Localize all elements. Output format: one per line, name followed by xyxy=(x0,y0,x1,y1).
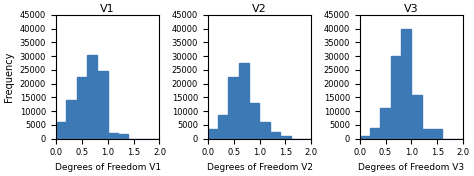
X-axis label: Degrees of Freedom V2: Degrees of Freedom V2 xyxy=(207,163,312,172)
Bar xyxy=(370,128,380,139)
Bar xyxy=(228,77,239,139)
Bar xyxy=(280,136,291,139)
Bar xyxy=(360,136,370,139)
Y-axis label: Frequency: Frequency xyxy=(4,52,14,102)
Bar xyxy=(108,133,118,139)
Bar xyxy=(432,129,443,139)
Bar xyxy=(260,122,270,139)
Bar xyxy=(77,77,87,139)
Title: V1: V1 xyxy=(100,4,115,14)
X-axis label: Degrees of Freedom V3: Degrees of Freedom V3 xyxy=(358,163,465,172)
Bar xyxy=(249,103,259,139)
Bar xyxy=(411,95,422,139)
Bar xyxy=(401,29,411,139)
Bar xyxy=(66,100,76,139)
X-axis label: Degrees of Freedom V1: Degrees of Freedom V1 xyxy=(55,163,161,172)
Bar xyxy=(118,134,128,139)
Title: V3: V3 xyxy=(404,4,419,14)
Bar xyxy=(239,63,249,139)
Bar xyxy=(218,115,228,139)
Bar xyxy=(270,132,280,139)
Bar xyxy=(97,71,108,139)
Title: V2: V2 xyxy=(252,4,267,14)
Bar xyxy=(422,129,432,139)
Bar xyxy=(56,122,66,139)
Bar xyxy=(380,108,391,139)
Bar xyxy=(87,55,97,139)
Bar xyxy=(208,129,218,139)
Bar xyxy=(391,56,401,139)
